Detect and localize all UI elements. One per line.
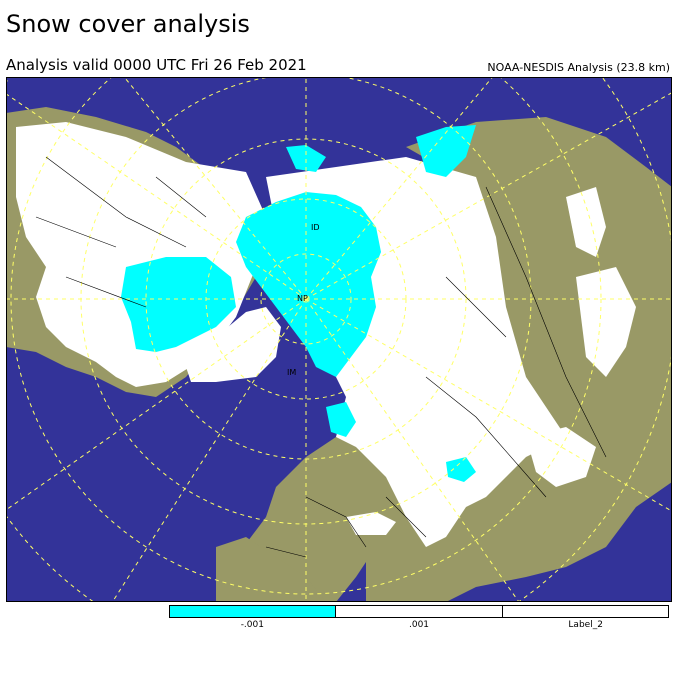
page-title: Snow cover analysis <box>6 10 250 38</box>
sea-ice-baltic <box>326 402 356 437</box>
political-boundaries <box>35 156 607 558</box>
meridian-330 <box>123 77 307 300</box>
snow-cover-mountains <box>526 427 596 487</box>
sea-ice-arctic <box>236 192 381 377</box>
legend-label-ice: -.001 <box>240 620 264 630</box>
snow-cover-alps <box>346 512 396 535</box>
map-frame <box>6 77 672 602</box>
legend-bar <box>169 605 669 618</box>
legend-label-2: Label_2 <box>568 620 603 630</box>
meridian-210 <box>111 298 307 602</box>
analysis-valid-time: Analysis valid 0000 UTC Fri 26 Feb 2021 <box>6 56 307 74</box>
legend-swatch-ice <box>170 606 337 617</box>
legend-swatch-label2 <box>502 606 668 617</box>
graticule <box>6 77 672 602</box>
land-africa <box>216 537 326 602</box>
meridian-300 <box>6 93 307 300</box>
snow-cover-map: ID NP IM <box>6 77 672 602</box>
legend-swatch-snow <box>336 606 503 617</box>
sea-ice-caspian <box>446 457 476 482</box>
meridian-30 <box>305 77 494 300</box>
meridian-240 <box>6 298 307 511</box>
snow-cover-asia-patch <box>576 267 636 377</box>
label-ice-1: ID <box>311 223 320 232</box>
data-source: NOAA-NESDIS Analysis (23.8 km) <box>487 61 670 74</box>
sea-ice-bering <box>416 125 476 177</box>
latitude-circle-40 <box>10 77 602 595</box>
meridian-120 <box>305 298 672 512</box>
snow-cover-siberia-patch <box>566 187 606 257</box>
legend-label-snow: .001 <box>408 620 430 630</box>
snow-cover-greenland <box>186 307 281 382</box>
label-ice-2: IM <box>287 368 296 377</box>
label-north-pole: NP <box>297 294 308 303</box>
sea-ice-okhotsk <box>286 145 326 172</box>
latitude-circle-80 <box>260 253 352 345</box>
legend-labels: -.001 .001 Label_2 <box>169 620 669 630</box>
